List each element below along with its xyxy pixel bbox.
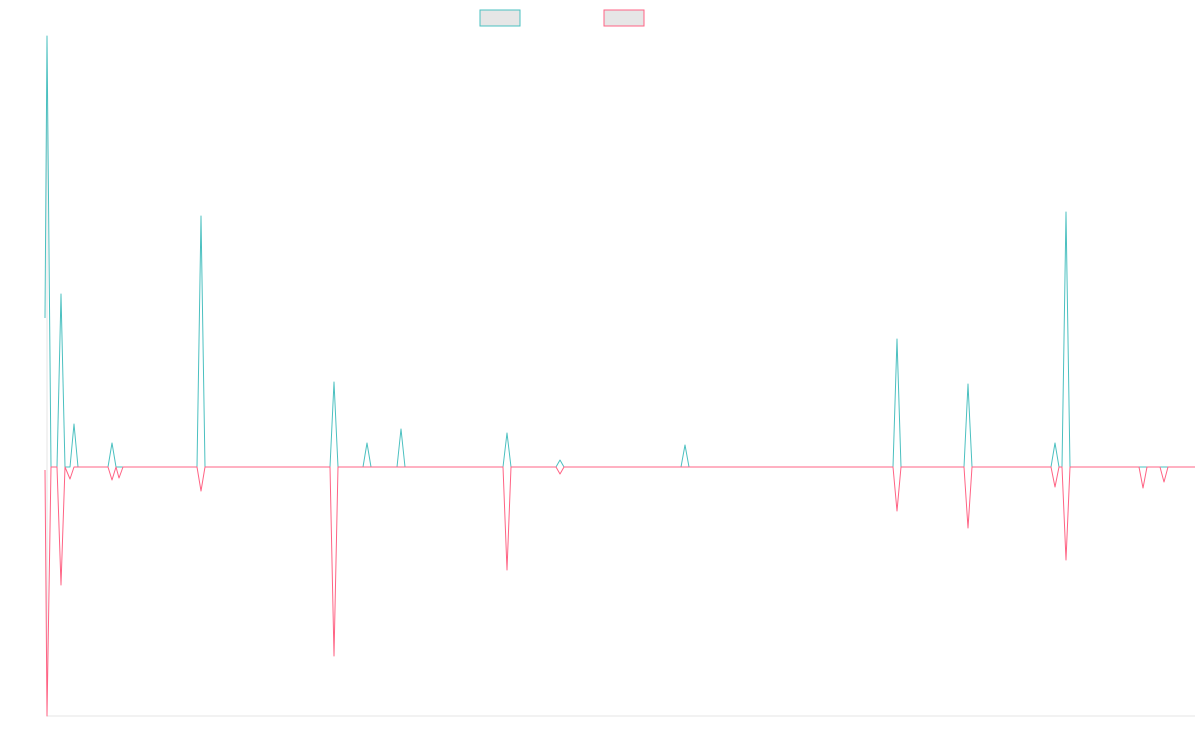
legend-swatch [479, 9, 521, 27]
series-line [44, 35, 1195, 468]
series-line [44, 466, 1195, 717]
legend-swatch [603, 9, 645, 27]
